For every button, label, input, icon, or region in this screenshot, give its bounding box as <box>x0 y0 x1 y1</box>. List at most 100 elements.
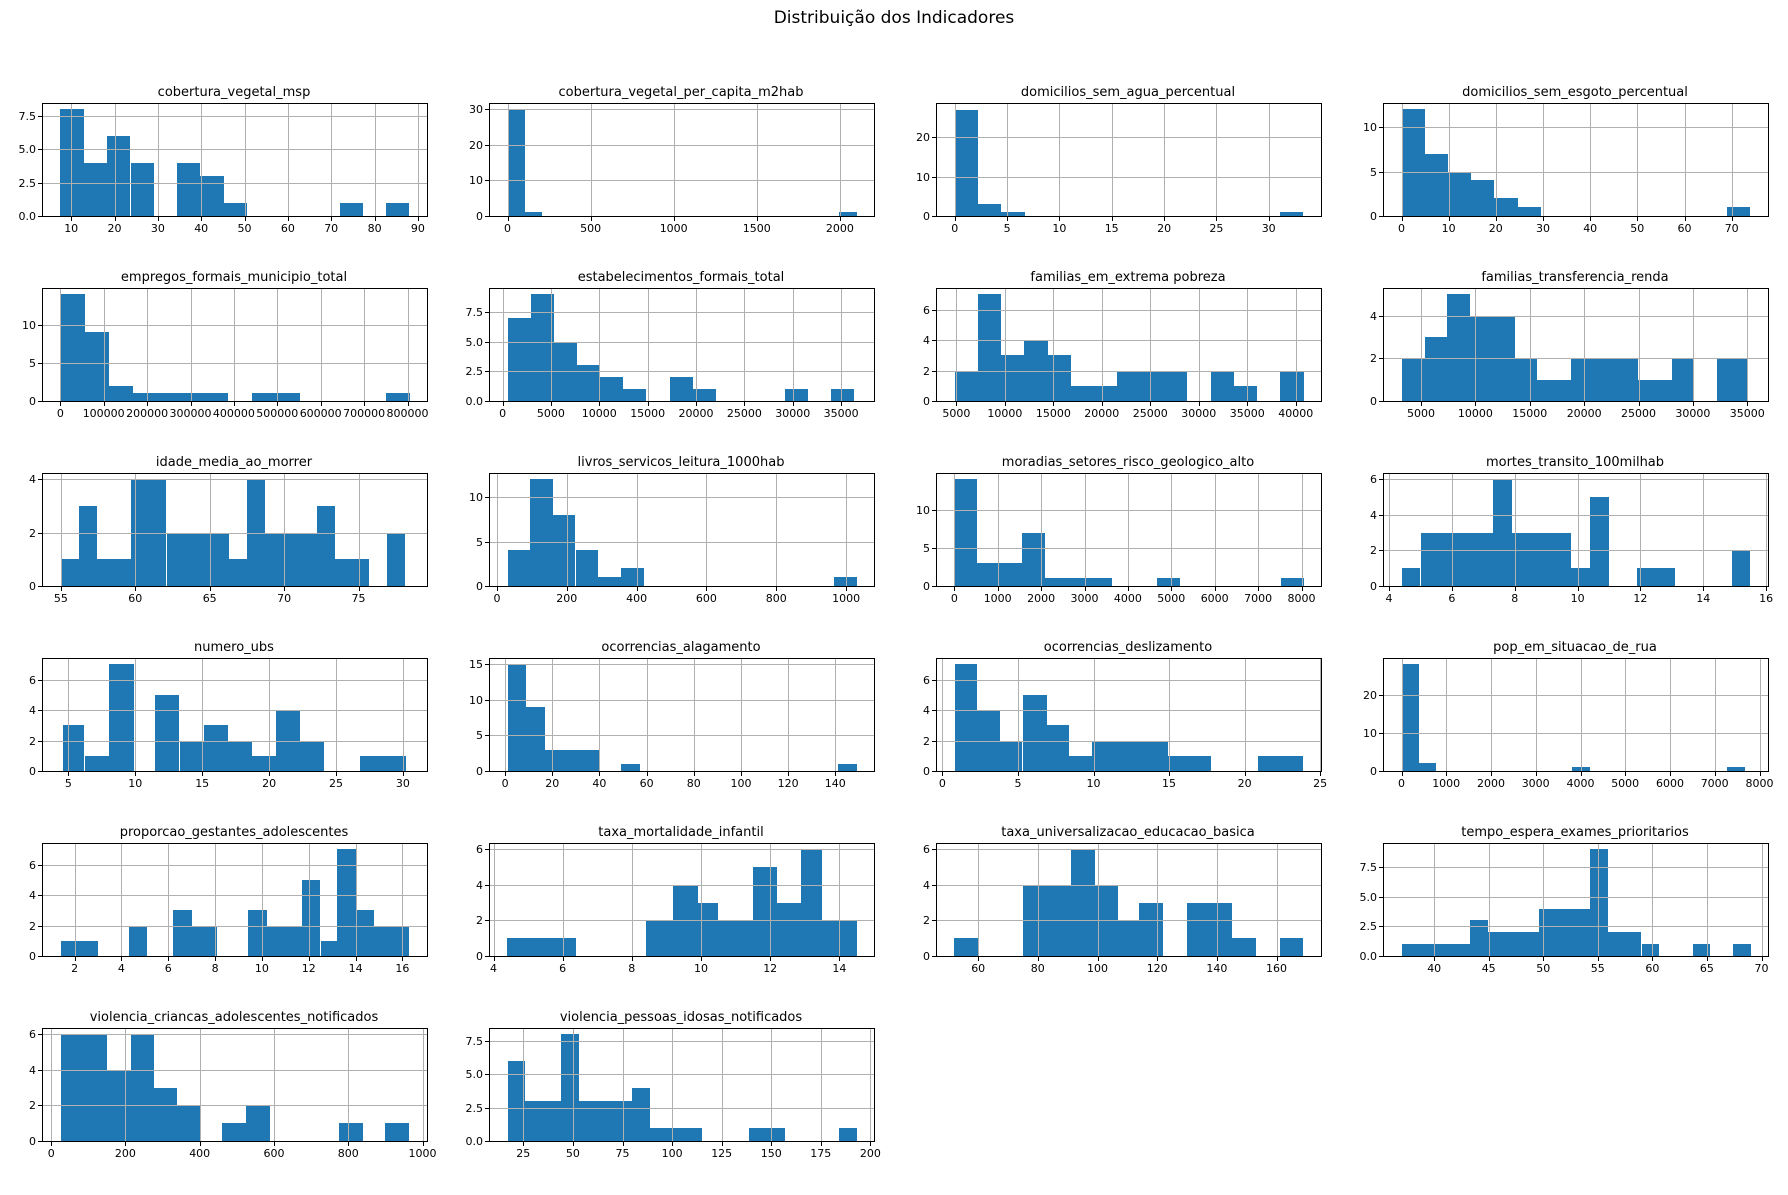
x-tick-label: 8000 <box>1287 592 1316 605</box>
x-tick-label: 500 <box>580 222 602 235</box>
histogram-bar <box>1492 479 1512 586</box>
gridline-vertical <box>355 844 357 956</box>
plot-area <box>489 843 875 957</box>
x-tick-label: 12 <box>763 962 778 975</box>
y-tick-mark <box>1379 127 1383 129</box>
y-tick-mark <box>1379 896 1383 898</box>
x-tick-mark <box>71 217 73 221</box>
gridline-vertical <box>776 474 778 586</box>
x-tick-label: 0 <box>951 222 959 235</box>
histogram-bar <box>831 389 855 401</box>
histogram-bar <box>179 740 204 771</box>
histogram-bar <box>83 162 108 216</box>
gridline-vertical <box>839 104 841 216</box>
y-tick-label: 4 <box>29 473 36 487</box>
histogram-bar <box>336 849 356 956</box>
gridline-horizontal <box>43 925 427 927</box>
histogram-bar <box>1424 153 1449 216</box>
gridline-vertical <box>407 289 409 401</box>
x-tick-label: 15000 <box>630 407 666 420</box>
y-tick-label: 0.0 <box>465 395 484 408</box>
plot-area <box>489 658 875 772</box>
histogram-bar <box>1590 849 1608 956</box>
x-tick-mark <box>820 1142 822 1146</box>
x-tick-mark <box>348 1142 350 1146</box>
x-tick-mark <box>1580 772 1582 776</box>
y-tick-label: 10 <box>469 174 483 188</box>
gridline-vertical <box>1157 844 1159 956</box>
gridline-horizontal <box>937 547 1321 549</box>
y-tick-mark <box>485 699 489 701</box>
y-tick-mark <box>38 532 42 534</box>
gridline-vertical <box>942 659 944 771</box>
y-tick-mark <box>485 771 489 772</box>
x-tick-label: 100 <box>661 1147 683 1160</box>
histogram-bar <box>524 212 543 216</box>
y-tick-mark <box>485 1041 489 1042</box>
x-tick-label: 15000 <box>1512 407 1548 420</box>
histogram-bar <box>96 559 131 586</box>
subplot-title: moradias_setores_risco_geologico_alto <box>1001 455 1255 470</box>
y-tick-mark <box>932 849 936 851</box>
histogram-bar <box>1401 944 1471 956</box>
x-tick-mark <box>1214 587 1216 591</box>
gridline-vertical <box>1434 844 1436 956</box>
y-tick-label: 0 <box>1370 210 1377 223</box>
x-tick-label: 14 <box>348 962 363 975</box>
x-tick-mark <box>636 587 638 591</box>
histogram-bar <box>131 1034 155 1141</box>
gridline-vertical <box>1590 104 1592 216</box>
x-tick-mark <box>1731 217 1733 221</box>
x-tick-mark <box>60 402 62 406</box>
gridline-horizontal <box>43 362 427 364</box>
x-tick-label: 2000 <box>1477 777 1505 790</box>
y-tick-mark <box>38 895 42 896</box>
y-tick-mark <box>1379 216 1383 217</box>
histogram-subplot: violencia_pessoas_idosas_notificados 25 50… <box>447 1010 894 1195</box>
histogram-subplot: domicilios_sem_agua_percentual 0 5 10 15 20 25… <box>894 85 1341 270</box>
y-tick-mark <box>38 1105 42 1107</box>
gridline-vertical <box>1037 844 1039 956</box>
x-tick-mark <box>1761 957 1763 961</box>
x-tick-mark <box>771 1142 773 1146</box>
x-tick-mark <box>590 217 592 221</box>
y-tick-label: 5.0 <box>465 335 484 349</box>
x-tick-label: 35000 <box>1229 407 1265 420</box>
x-tick-label: 20 <box>107 222 122 235</box>
histogram-bar <box>669 377 693 401</box>
histogram-bar <box>1258 755 1304 771</box>
histogram-bar <box>386 532 405 586</box>
x-tick-label: 800 <box>337 1147 359 1160</box>
histogram-bar <box>837 763 857 771</box>
histogram-bar <box>1494 198 1518 216</box>
x-tick-label: 0 <box>499 407 507 420</box>
x-tick-mark <box>190 402 192 406</box>
y-tick-label: 5 <box>476 729 483 743</box>
gridline-vertical <box>1301 474 1303 586</box>
x-tick-mark <box>701 957 702 961</box>
y-tick-label: 0 <box>923 395 930 408</box>
histogram-subplot: tempo_espera_exames_prioritarios 40 45 50 55… <box>1341 825 1788 1010</box>
y-tick-label: 0 <box>1370 395 1377 408</box>
gridline-vertical <box>358 474 360 586</box>
gridline-vertical <box>1580 659 1582 771</box>
histogram-bar <box>203 725 228 771</box>
gridline-horizontal <box>490 541 874 543</box>
gridline-vertical <box>1053 289 1055 401</box>
y-tick-label: 2.5 <box>465 1101 484 1115</box>
histogram-bar <box>1607 932 1642 956</box>
x-tick-mark <box>1638 402 1640 406</box>
y-tick-mark <box>1379 771 1383 772</box>
x-tick-label: 500000 <box>256 407 299 420</box>
x-tick-label: 7000 <box>1700 777 1729 790</box>
x-tick-label: 60 <box>971 962 986 975</box>
gridline-vertical <box>215 844 217 956</box>
gridline-vertical <box>1247 289 1249 401</box>
gridline-vertical <box>493 844 495 956</box>
gridline-vertical <box>331 104 333 216</box>
x-tick-label: 25 <box>329 777 343 790</box>
gridline-vertical <box>1171 474 1173 586</box>
histogram-bar <box>530 294 554 401</box>
gridline-horizontal <box>937 710 1321 711</box>
x-tick-label: 45 <box>1481 962 1496 975</box>
